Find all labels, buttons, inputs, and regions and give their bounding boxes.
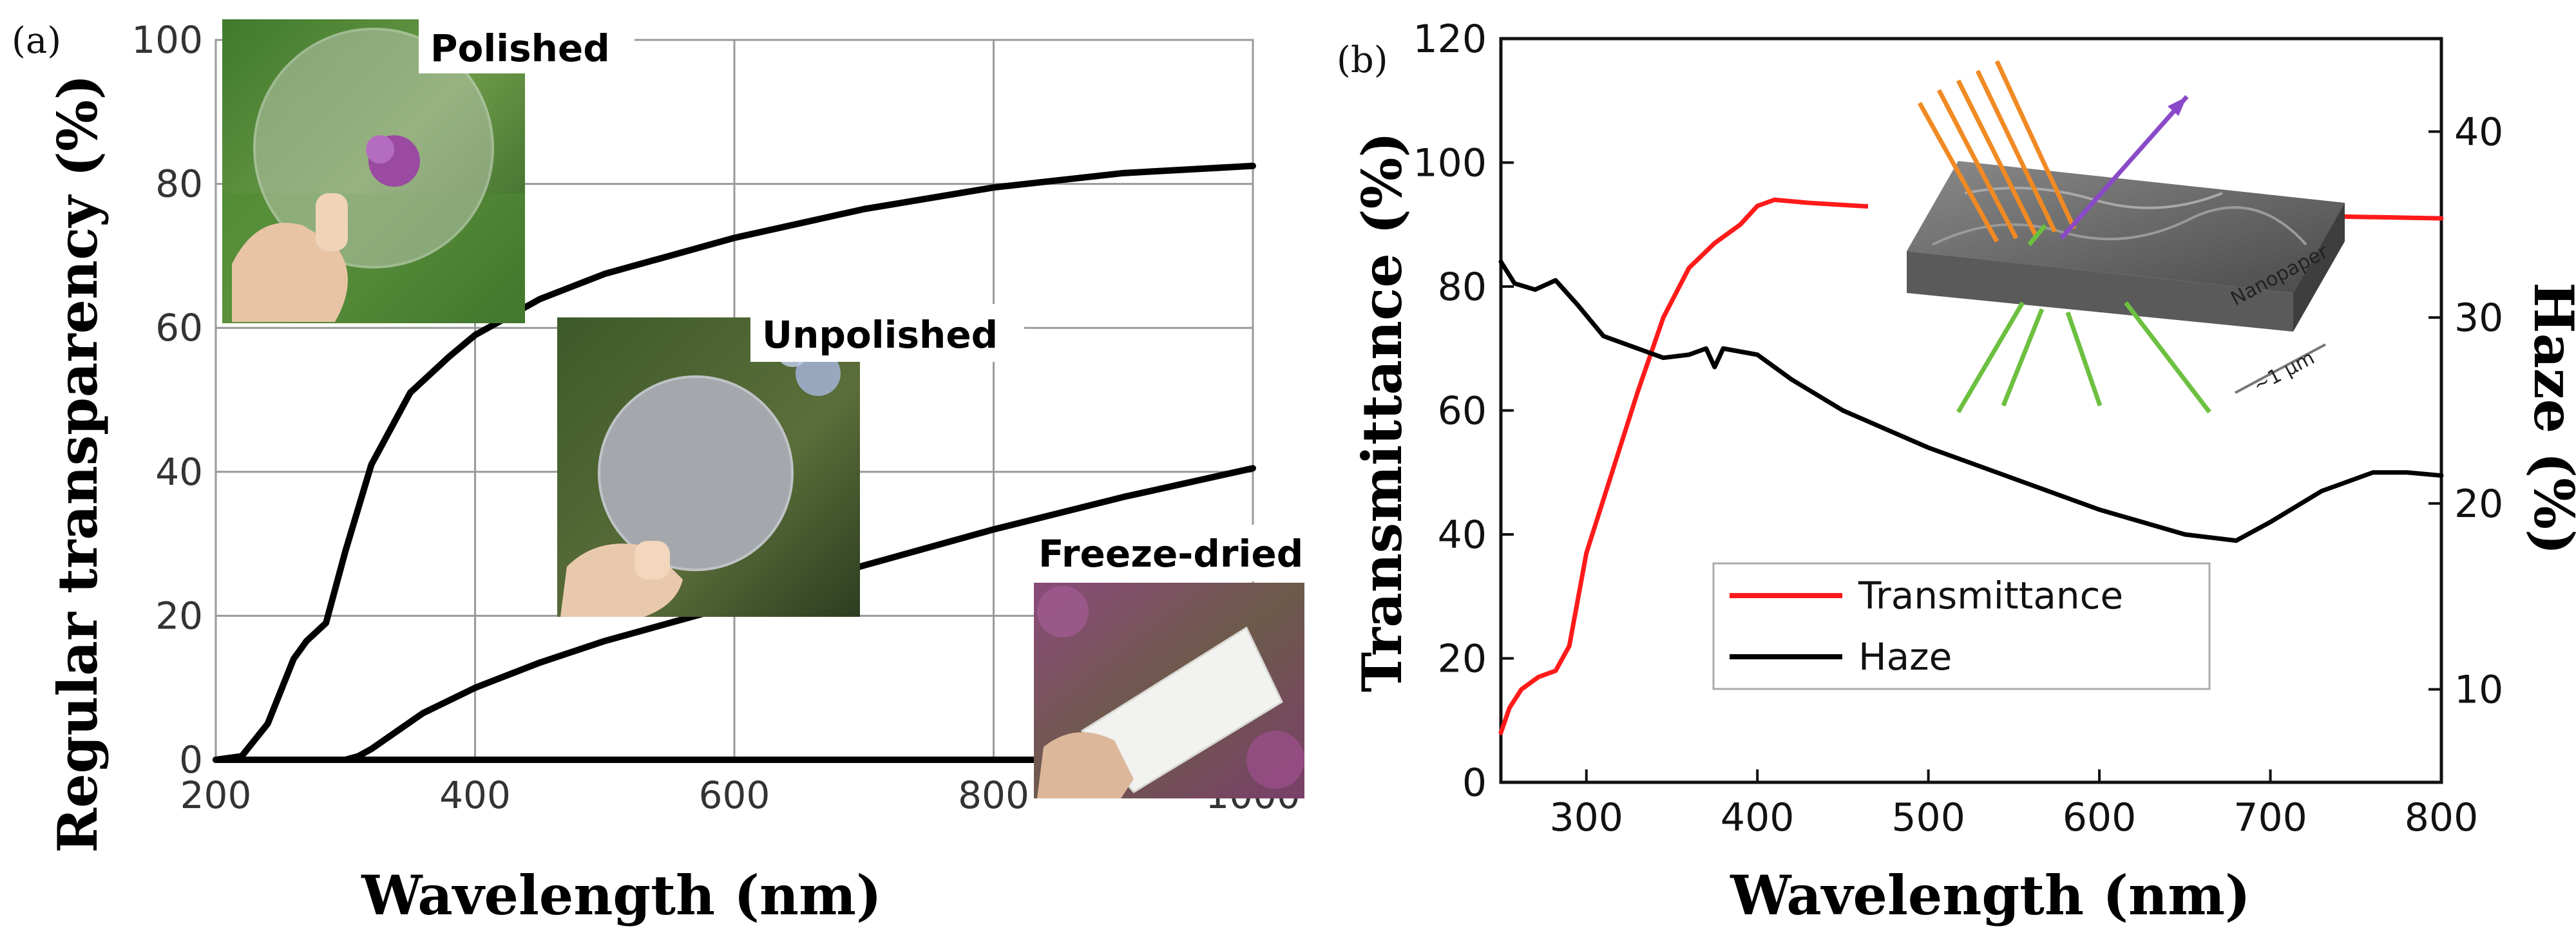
panel-b-y-ticks: 0 20 40 60 80 100 120	[1413, 17, 1514, 805]
a-y-tick-80: 80	[155, 162, 203, 206]
a-series-unpolished	[213, 465, 1256, 763]
scale-bar-text: ~1 μm	[2249, 346, 2318, 397]
panel-a-y-axis-title: Regular transparency (%)	[46, 74, 110, 853]
b-y-tick-20: 20	[1438, 637, 1487, 682]
panel-b-legend: Transmittance Haze	[1712, 562, 2211, 690]
freeze-dried-label: Freeze-dried	[1034, 525, 1304, 581]
b-y-tick-120: 120	[1413, 17, 1487, 62]
freeze-dried-label-text: Freeze-dried	[1038, 532, 1303, 576]
b-y-tick-80: 80	[1438, 265, 1487, 310]
panel-b-label: (b)	[1337, 39, 1388, 81]
unpolished-label: Unpolished	[750, 304, 1024, 362]
polished-label: Polished	[419, 19, 634, 73]
a-x-tick-400: 400	[439, 773, 511, 817]
a-y-tick-60: 60	[155, 306, 203, 350]
unpolished-photo	[557, 317, 860, 617]
panel-b-y2-ticks: 10 20 30 40	[2428, 109, 2503, 713]
panel-b-x-axis-title: Wavelength (nm)	[1730, 863, 2250, 927]
b-y2-tick-30: 30	[2454, 296, 2503, 341]
b-x-tick-700: 700	[2233, 795, 2307, 840]
b-y2-tick-10: 10	[2454, 668, 2503, 713]
polished-label-text: Polished	[430, 26, 610, 70]
panel-b-y2-axis-title: Haze (%)	[2522, 282, 2576, 555]
b-y-tick-0: 0	[1462, 760, 1487, 805]
unpolished-label-text: Unpolished	[762, 313, 998, 357]
freeze-dried-photo	[1034, 583, 1304, 798]
panel-b-x-ticks: 300 400 500 600 700 800	[1549, 769, 2478, 840]
a-series-polished	[213, 162, 1256, 763]
b-x-tick-500: 500	[1891, 795, 1965, 840]
a-x-tick-200: 200	[180, 773, 252, 817]
a-y-tick-20: 20	[155, 594, 203, 637]
panel-a-x-axis-title: Wavelength (nm)	[361, 863, 881, 927]
b-y2-tick-40: 40	[2454, 109, 2503, 155]
panel-a-y-ticks: 0 20 40 60 80 100	[131, 18, 203, 782]
a-y-tick-100: 100	[131, 18, 203, 62]
panel-b-y-axis-title: Transmittance (%)	[1350, 132, 1414, 692]
b-x-tick-600: 600	[2063, 795, 2137, 840]
b-y-tick-60: 60	[1438, 389, 1487, 434]
b-x-tick-400: 400	[1721, 795, 1795, 840]
panel-a-label: (a)	[12, 20, 61, 62]
b-x-tick-300: 300	[1549, 795, 1623, 840]
a-x-tick-600: 600	[699, 773, 770, 817]
b-series-haze	[1498, 259, 2444, 543]
a-x-tick-800: 800	[958, 773, 1029, 817]
legend-transmittance-label: Transmittance	[1858, 574, 2123, 617]
nanopaper-illustration: Nanopaper ~1 μm	[1868, 60, 2345, 414]
b-y-tick-100: 100	[1413, 141, 1487, 186]
b-y2-tick-20: 20	[2454, 482, 2503, 527]
a-y-tick-40: 40	[155, 450, 203, 494]
b-x-tick-800: 800	[2405, 795, 2479, 840]
panel-b: (b) 300 400 500 600 700 800 0 20 40 60 80 100 120 1…	[1337, 17, 2576, 927]
a-y-tick-0: 0	[179, 738, 203, 782]
legend-haze-label: Haze	[1858, 635, 1952, 679]
b-y-tick-40: 40	[1438, 513, 1487, 558]
